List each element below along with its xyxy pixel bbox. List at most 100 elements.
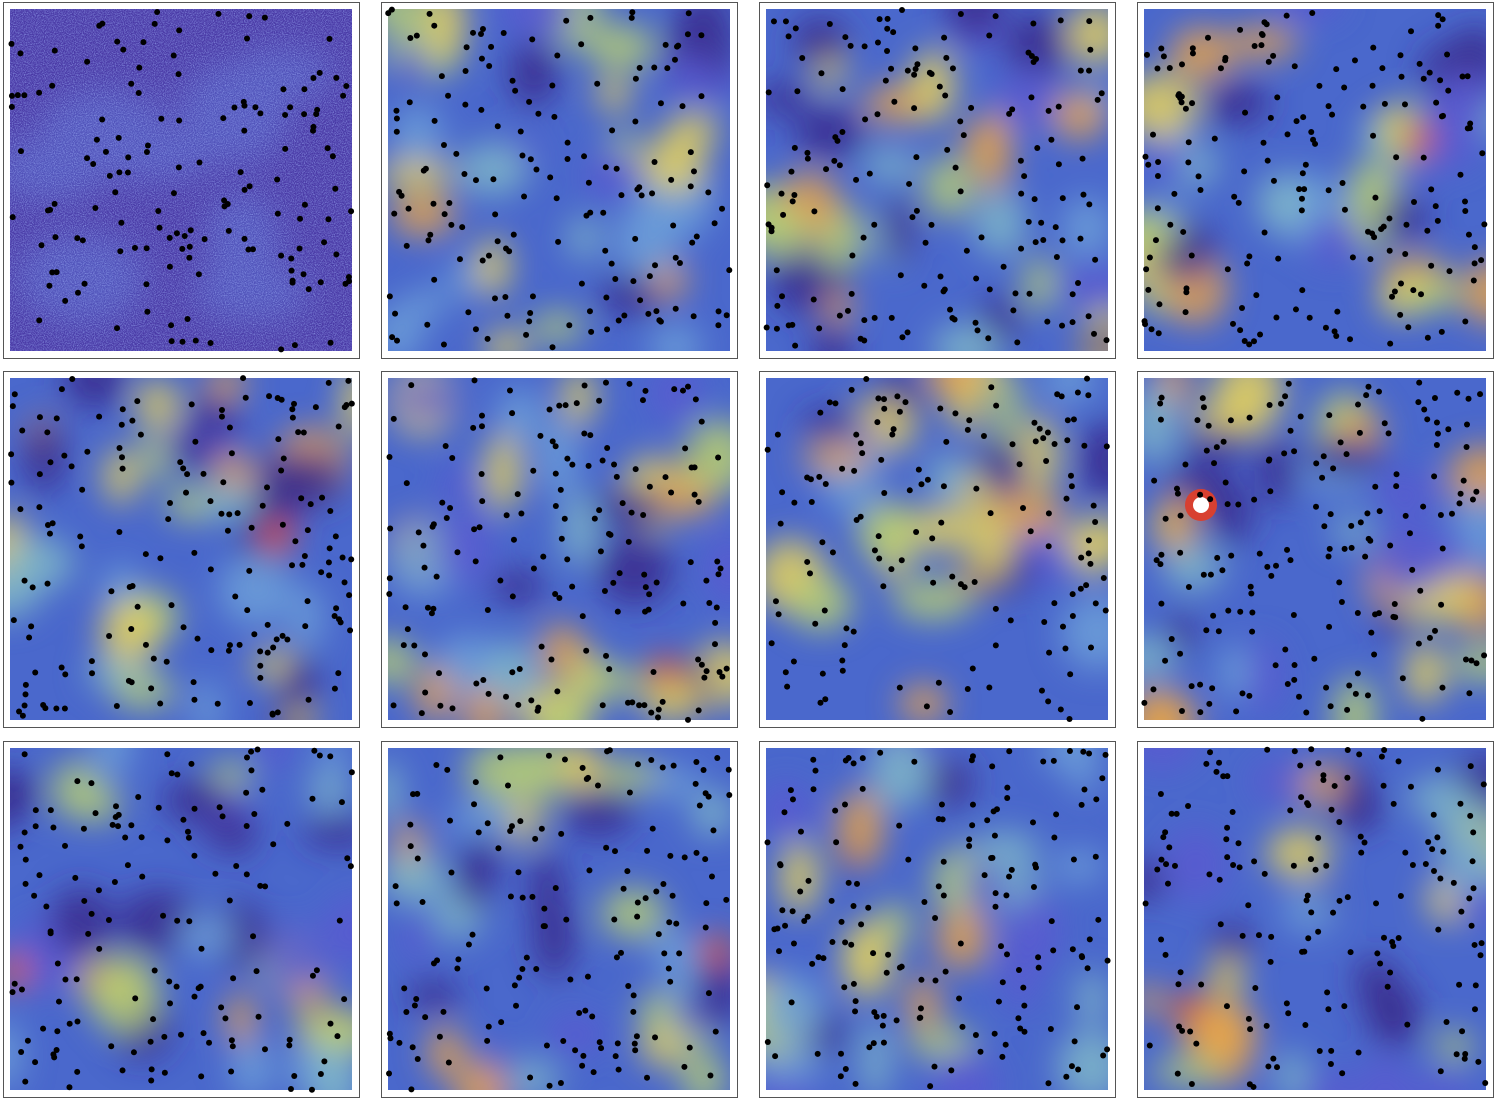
point xyxy=(1050,757,1057,764)
point xyxy=(393,900,400,907)
point xyxy=(1182,105,1189,112)
point xyxy=(1473,488,1480,495)
point xyxy=(789,796,796,803)
points xyxy=(9,746,355,1093)
point xyxy=(1307,856,1314,863)
point xyxy=(254,746,261,753)
point xyxy=(932,914,939,921)
blob xyxy=(260,520,293,553)
point xyxy=(444,766,451,773)
blob xyxy=(1144,984,1163,1017)
point xyxy=(1344,706,1351,713)
point xyxy=(336,917,343,924)
point xyxy=(184,828,191,835)
point xyxy=(126,583,133,590)
point xyxy=(1299,287,1306,294)
point xyxy=(649,825,656,832)
point xyxy=(880,1039,887,1046)
point xyxy=(1167,221,1174,228)
point xyxy=(177,459,184,466)
point xyxy=(673,920,680,927)
point xyxy=(387,1035,394,1042)
point xyxy=(22,880,29,887)
point xyxy=(1471,941,1478,948)
point xyxy=(969,665,976,672)
point xyxy=(1367,256,1374,263)
point xyxy=(327,753,334,760)
point xyxy=(1206,871,1213,878)
point xyxy=(852,1080,859,1087)
point xyxy=(347,627,354,634)
point xyxy=(912,45,919,52)
point xyxy=(180,465,187,472)
point xyxy=(662,474,669,481)
point xyxy=(614,608,621,615)
point xyxy=(122,834,129,841)
point xyxy=(530,565,537,572)
point xyxy=(1217,921,1224,928)
point xyxy=(302,623,309,630)
point xyxy=(128,625,135,632)
point xyxy=(952,410,959,417)
point xyxy=(884,25,891,32)
point xyxy=(1424,334,1431,341)
point xyxy=(1080,748,1087,755)
blob xyxy=(192,678,222,720)
point xyxy=(1339,1070,1346,1077)
blob xyxy=(438,467,481,501)
point xyxy=(1079,155,1086,162)
point xyxy=(335,670,342,677)
point xyxy=(228,1037,235,1044)
point xyxy=(1290,862,1297,869)
point xyxy=(1434,834,1441,841)
point xyxy=(1259,32,1266,39)
point xyxy=(1051,834,1058,841)
point xyxy=(648,757,655,764)
point xyxy=(1017,157,1024,164)
point xyxy=(947,306,954,313)
point xyxy=(989,763,996,770)
blob xyxy=(1170,992,1203,1025)
blob xyxy=(1409,777,1473,820)
point xyxy=(32,669,39,676)
point xyxy=(484,606,491,613)
point xyxy=(596,397,603,404)
point xyxy=(21,92,28,99)
point xyxy=(1325,553,1332,560)
point xyxy=(471,526,478,533)
point xyxy=(687,559,694,566)
point xyxy=(274,176,281,183)
point xyxy=(585,462,592,469)
point xyxy=(839,667,846,674)
point xyxy=(871,547,878,554)
point xyxy=(888,314,895,321)
points xyxy=(764,747,1111,1090)
panel xyxy=(1137,2,1494,359)
point xyxy=(331,613,338,620)
point xyxy=(22,856,29,863)
point xyxy=(68,463,75,470)
point xyxy=(445,92,452,99)
point xyxy=(526,318,533,325)
point xyxy=(132,995,139,1002)
point xyxy=(151,20,158,27)
point xyxy=(841,642,848,649)
point xyxy=(764,446,771,453)
point xyxy=(604,445,611,452)
point xyxy=(782,922,789,929)
point xyxy=(1344,774,1351,781)
point xyxy=(1099,775,1106,782)
point xyxy=(711,641,718,648)
point xyxy=(1090,502,1097,509)
point xyxy=(389,334,396,341)
point xyxy=(893,1017,900,1024)
point xyxy=(1062,645,1069,652)
point xyxy=(1266,402,1273,409)
point xyxy=(407,843,414,850)
blob xyxy=(401,915,432,962)
point xyxy=(1069,319,1076,326)
point xyxy=(854,880,861,887)
point xyxy=(200,1030,207,1037)
point xyxy=(168,322,175,329)
point xyxy=(1360,103,1367,110)
